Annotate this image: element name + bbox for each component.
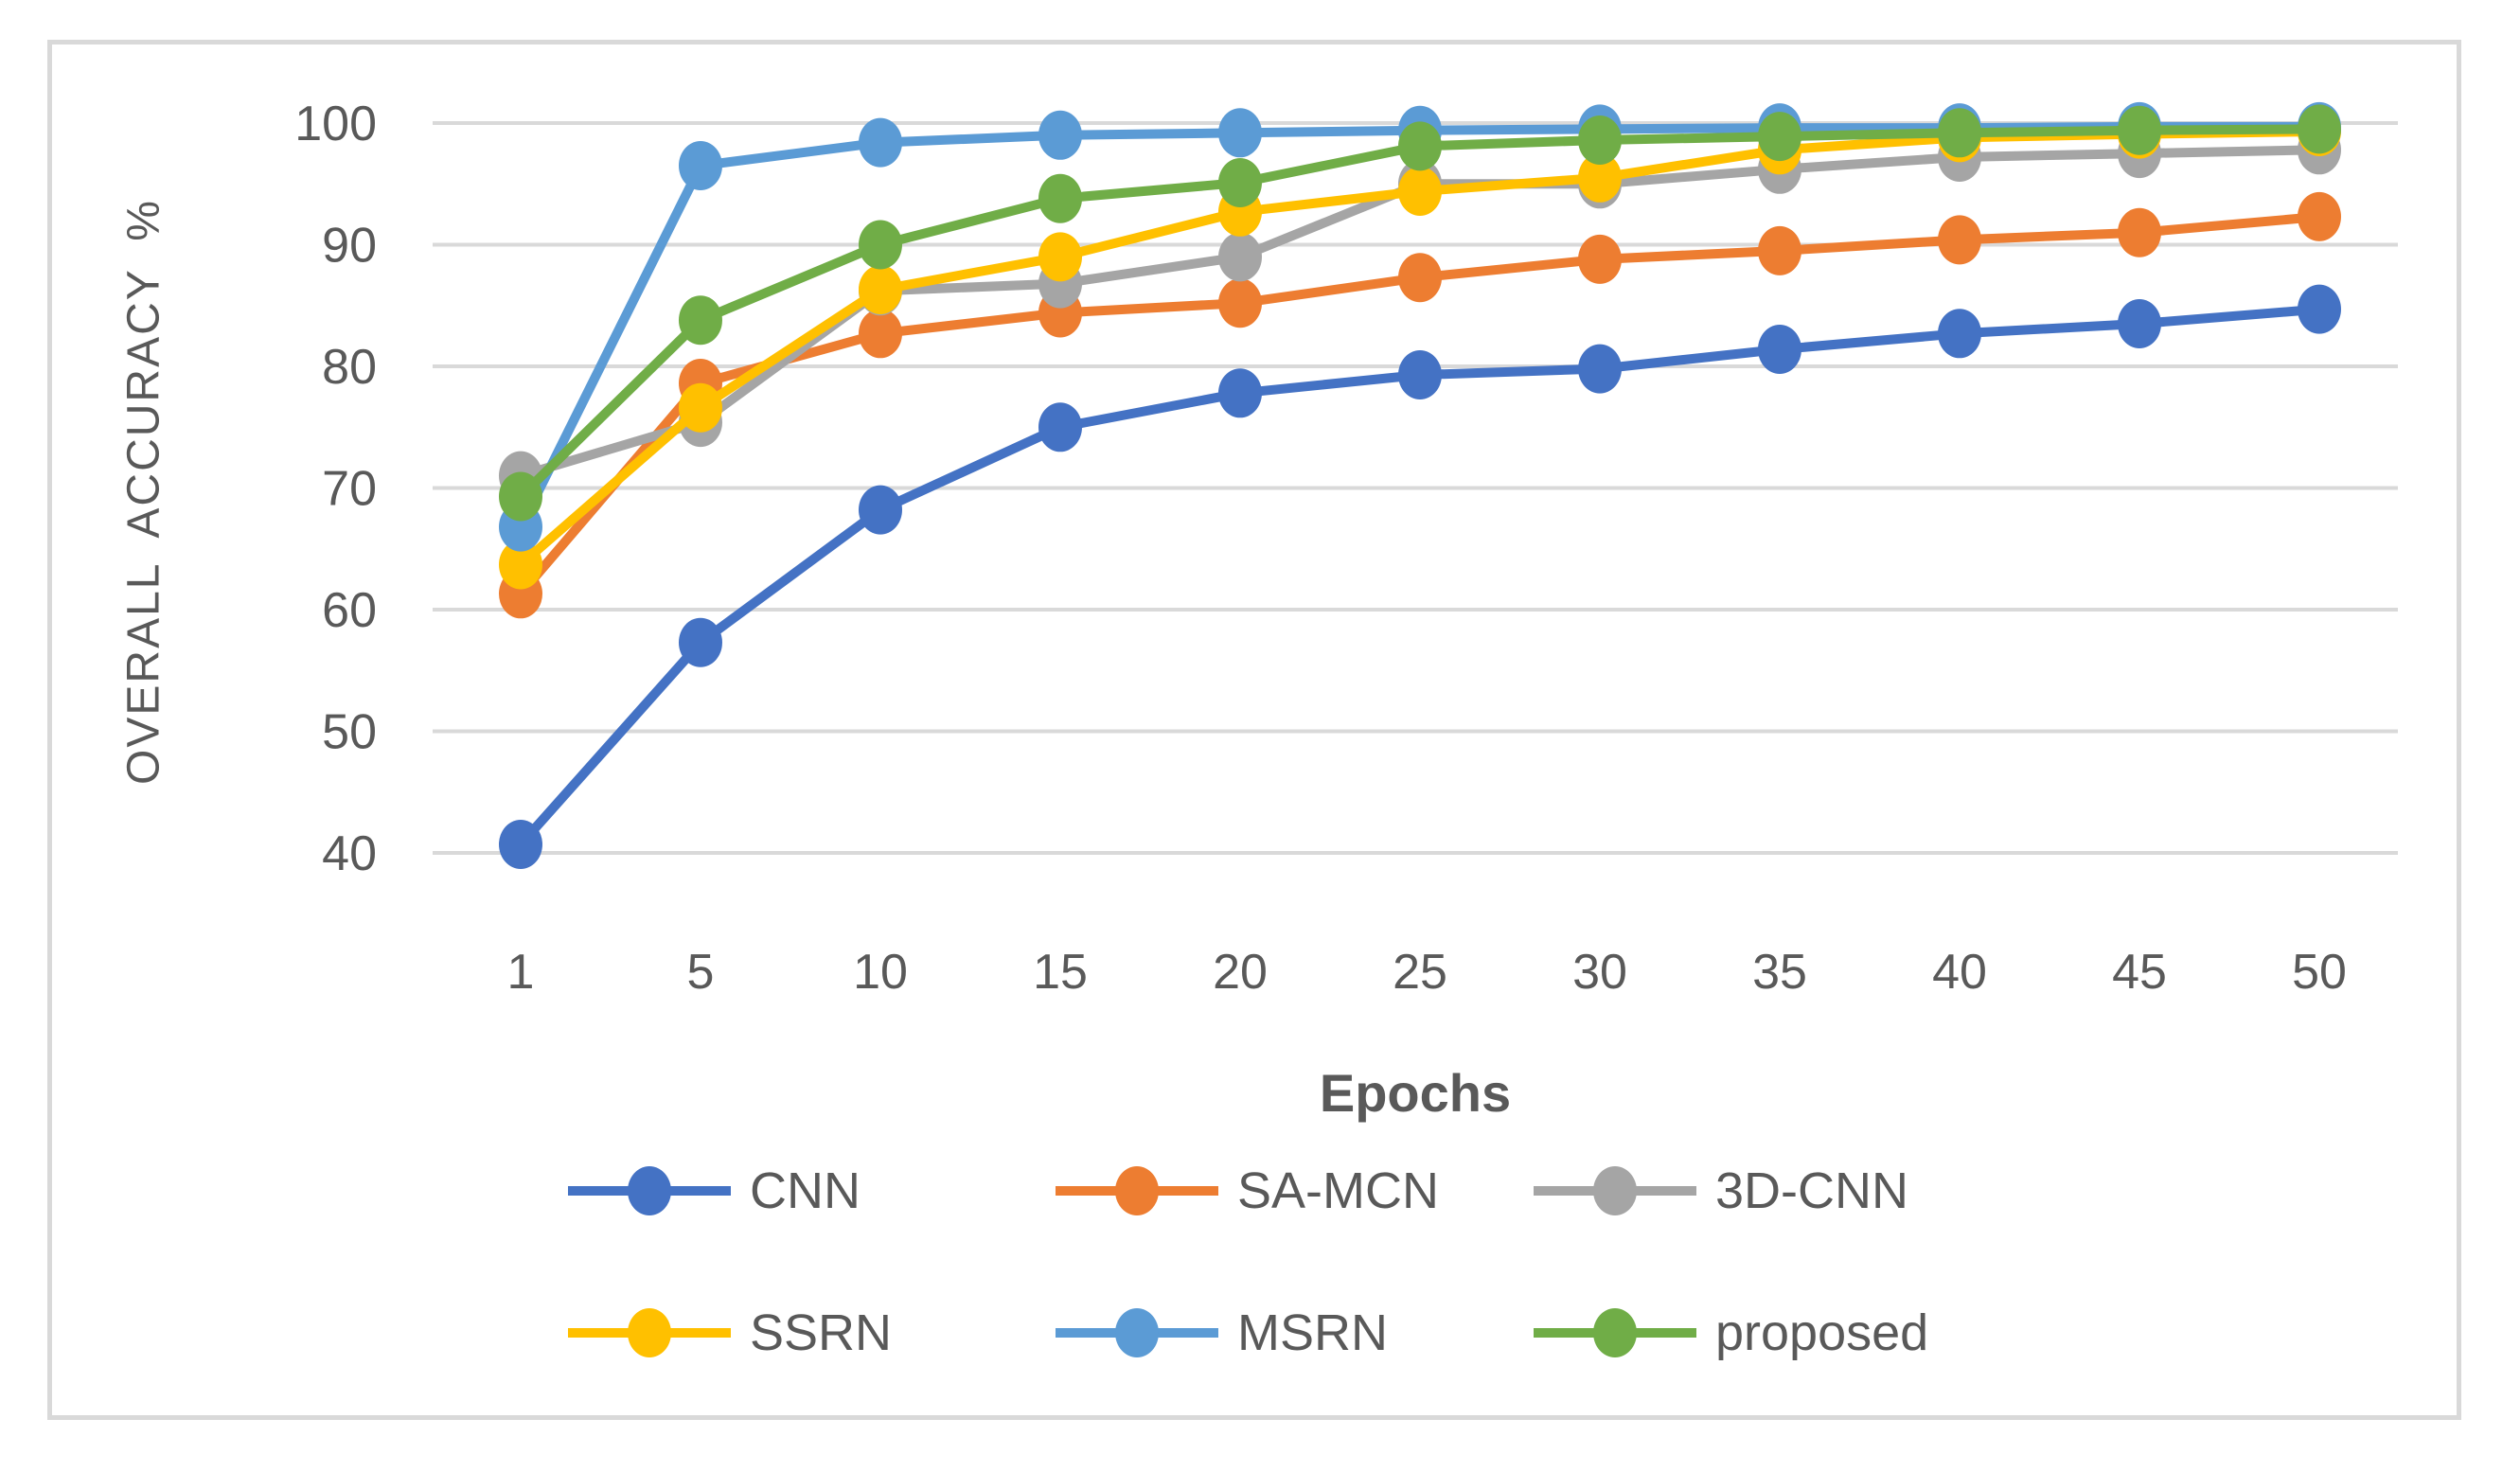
data-point-SSRN-epoch-5 [679,382,722,433]
data-point-proposed-epoch-35 [1758,112,1801,162]
legend-entry-SA-MCN: SA-MCN [1056,1161,1439,1221]
data-point-SSRN-epoch-10 [859,265,902,314]
data-point-proposed-epoch-25 [1398,121,1442,171]
legend-label-CNN: CNN [750,1162,861,1219]
series-proposed [499,104,2341,522]
data-point-CNN-epoch-25 [1398,350,1442,399]
legend-entry-CNN: CNN [568,1161,861,1221]
data-point-SA-MCN-epoch-10 [859,309,902,359]
y-axis-title: OVERALL ACCURACY % [118,199,169,785]
data-point-CNN-epoch-30 [1578,344,1622,394]
legend-entry-3D-CNN: 3D-CNN [1534,1161,1908,1221]
data-point-3D-CNN-epoch-20 [1218,232,1262,282]
data-point-proposed-epoch-40 [1938,108,1981,158]
legend-entry-proposed: proposed [1534,1303,1928,1363]
data-point-SA-MCN-epoch-50 [2298,191,2341,241]
data-point-proposed-epoch-5 [679,295,722,346]
x-tick-label-30: 30 [1572,945,1627,1000]
legend-label-SA-MCN: SA-MCN [1237,1162,1439,1219]
series-CNN [499,284,2341,869]
legend-dot-icon [628,1166,671,1215]
data-point-MSRN-epoch-5 [679,141,722,190]
legend-dot-icon [1115,1308,1159,1357]
y-tick-label-100: 100 [294,97,377,151]
series-SA-MCN [499,191,2341,619]
data-point-SSRN-epoch-15 [1038,232,1082,282]
y-tick-label-90: 90 [322,219,377,274]
legend-dot-icon [1115,1166,1159,1215]
series-SSRN [499,107,2341,590]
data-point-CNN-epoch-40 [1938,309,1981,359]
data-point-proposed-epoch-15 [1038,173,1082,223]
legend-entry-MSRN: MSRN [1056,1303,1388,1363]
data-point-proposed-epoch-20 [1218,158,1262,207]
data-point-SSRN-epoch-30 [1578,152,1622,203]
legend-label-3D-CNN: 3D-CNN [1715,1162,1909,1219]
data-point-CNN-epoch-50 [2298,284,2341,334]
data-point-SA-MCN-epoch-40 [1938,215,1981,265]
data-point-CNN-epoch-45 [2118,299,2161,348]
x-tick-label-10: 10 [853,945,908,1000]
legend-dot-icon [1593,1308,1637,1357]
data-point-proposed-epoch-10 [859,220,902,270]
data-point-proposed-epoch-30 [1578,115,1622,165]
data-point-MSRN-epoch-10 [859,117,902,168]
legend-label-SSRN: SSRN [750,1304,893,1361]
x-tick-label-45: 45 [2112,945,2167,1000]
data-point-SA-MCN-epoch-45 [2118,207,2161,257]
x-tick-label-25: 25 [1393,945,1447,1000]
data-point-CNN-epoch-5 [679,617,722,667]
x-tick-label-15: 15 [1033,945,1088,1000]
data-point-SSRN-epoch-1 [499,540,542,590]
legend-row-2: SSRN MSRN proposed [0,1303,2520,1363]
y-tick-label-40: 40 [322,826,377,881]
legend-label-proposed: proposed [1715,1304,1929,1361]
legend-row-1: CNN SA-MCN 3D-CNN [0,1161,2520,1221]
data-point-SA-MCN-epoch-35 [1758,225,1801,275]
legend-dot-icon [628,1308,671,1357]
y-tick-label-80: 80 [322,340,377,395]
x-tick-label-50: 50 [2292,945,2347,1000]
legend-marker-icon-MSRN [1056,1303,1218,1363]
data-point-SSRN-epoch-25 [1398,167,1442,216]
data-point-CNN-epoch-10 [859,485,902,535]
data-point-proposed-epoch-50 [2298,104,2341,154]
legend-entry-SSRN: SSRN [568,1303,892,1363]
legend-label-MSRN: MSRN [1237,1304,1388,1361]
data-point-CNN-epoch-15 [1038,402,1082,452]
data-point-CNN-epoch-1 [499,820,542,869]
x-tick-label-40: 40 [1932,945,1987,1000]
data-point-CNN-epoch-20 [1218,368,1262,418]
y-tick-label-50: 50 [322,705,377,760]
x-tick-label-1: 1 [507,945,535,1000]
data-point-MSRN-epoch-20 [1218,108,1262,158]
legend-marker-icon-proposed [1534,1303,1696,1363]
data-point-SA-MCN-epoch-25 [1398,253,1442,303]
data-point-proposed-epoch-45 [2118,105,2161,155]
x-tick-label-5: 5 [687,945,715,1000]
y-tick-label-60: 60 [322,583,377,638]
data-point-SA-MCN-epoch-20 [1218,278,1262,328]
legend-marker-icon-SSRN [568,1303,731,1363]
data-point-MSRN-epoch-15 [1038,110,1082,160]
legend-dot-icon [1593,1166,1637,1215]
y-tick-label-70: 70 [322,462,377,517]
legend-marker-icon-3D-CNN [1534,1161,1696,1221]
x-tick-label-20: 20 [1213,945,1268,1000]
data-point-CNN-epoch-35 [1758,325,1801,374]
legend-marker-icon-SA-MCN [1056,1161,1218,1221]
data-point-proposed-epoch-1 [499,471,542,522]
data-point-SA-MCN-epoch-30 [1578,234,1622,284]
x-axis-title: Epochs [1319,1063,1512,1123]
legend-marker-icon-CNN [568,1161,731,1221]
x-tick-label-35: 35 [1752,945,1807,1000]
